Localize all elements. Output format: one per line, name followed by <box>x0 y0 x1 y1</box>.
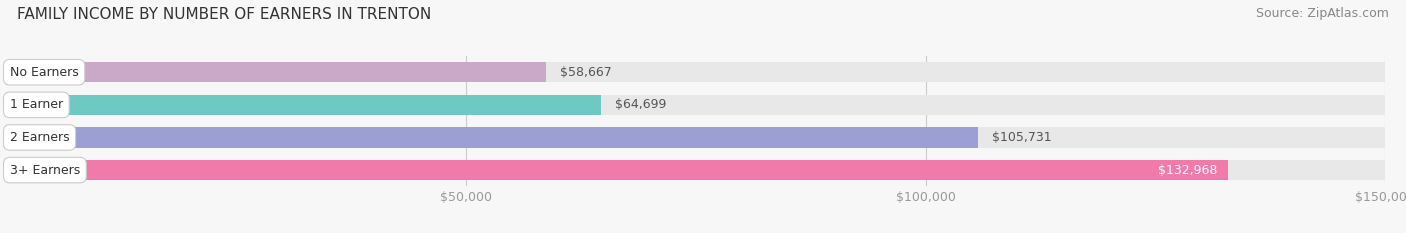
Bar <box>7 62 1385 82</box>
Text: $105,731: $105,731 <box>993 131 1052 144</box>
Text: Source: ZipAtlas.com: Source: ZipAtlas.com <box>1256 7 1389 20</box>
Text: $58,667: $58,667 <box>560 66 612 79</box>
Text: $64,699: $64,699 <box>616 98 666 111</box>
Bar <box>7 95 1385 115</box>
Bar <box>7 127 1385 147</box>
Text: FAMILY INCOME BY NUMBER OF EARNERS IN TRENTON: FAMILY INCOME BY NUMBER OF EARNERS IN TR… <box>17 7 432 22</box>
Bar <box>7 95 602 115</box>
Bar <box>7 160 1229 180</box>
Text: $132,968: $132,968 <box>1159 164 1218 177</box>
Text: No Earners: No Earners <box>10 66 79 79</box>
Text: 2 Earners: 2 Earners <box>10 131 69 144</box>
Text: 3+ Earners: 3+ Earners <box>10 164 80 177</box>
Bar <box>7 160 1385 180</box>
Bar <box>7 62 546 82</box>
Bar <box>7 127 979 147</box>
Text: 1 Earner: 1 Earner <box>10 98 63 111</box>
